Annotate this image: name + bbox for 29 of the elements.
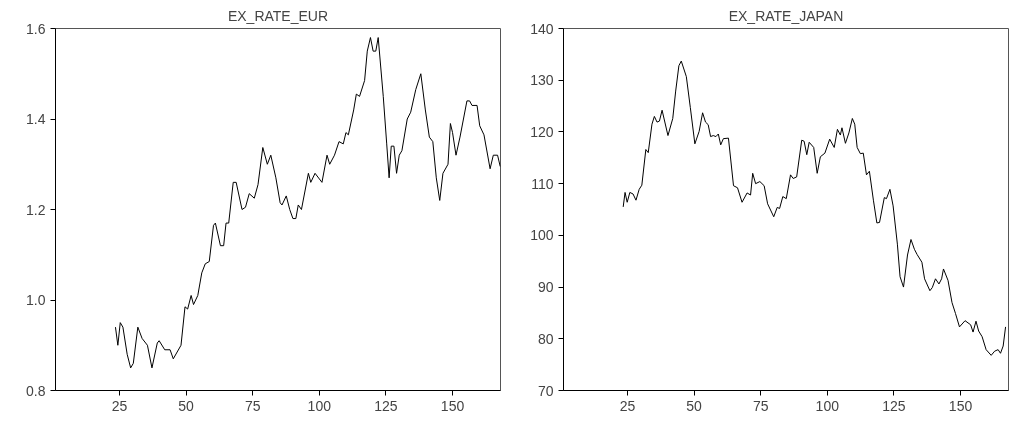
y-tick-label: 100 bbox=[530, 227, 554, 244]
x-tick-label: 125 bbox=[882, 397, 906, 414]
y-tick-label: 1.2 bbox=[26, 201, 46, 218]
x-tick-label: 25 bbox=[111, 397, 128, 414]
y-tick-label: 0.8 bbox=[26, 382, 46, 399]
chart-title: EX_RATE_JAPAN bbox=[728, 7, 844, 24]
y-tick-label: 70 bbox=[537, 382, 554, 399]
y-tick-label: 110 bbox=[531, 175, 554, 192]
x-tick-label: 75 bbox=[752, 397, 769, 414]
y-tick-label: 90 bbox=[537, 279, 554, 296]
y-tick-label: 1.4 bbox=[26, 111, 46, 127]
x-tick-label: 100 bbox=[307, 397, 332, 414]
x-tick-label: 25 bbox=[619, 397, 636, 414]
x-tick-label: 150 bbox=[948, 397, 973, 414]
y-tick-label: 140 bbox=[530, 20, 554, 37]
y-tick-label: 80 bbox=[537, 330, 554, 347]
x-tick-label: 50 bbox=[686, 397, 703, 414]
line-series bbox=[622, 60, 1007, 356]
x-tick-label: 100 bbox=[815, 397, 840, 414]
y-tick-label: 1.6 bbox=[26, 20, 46, 37]
y-tick-label: 120 bbox=[530, 123, 554, 140]
x-tick-label: 50 bbox=[178, 397, 195, 414]
y-tick-label: 130 bbox=[530, 72, 554, 89]
x-tick-label: 75 bbox=[244, 397, 261, 414]
x-tick-label: 125 bbox=[374, 397, 398, 414]
y-tick-label: 1.0 bbox=[26, 292, 46, 308]
x-tick-label: 150 bbox=[440, 397, 465, 414]
chart-title: EX_RATE_EUR bbox=[227, 7, 329, 24]
line-series bbox=[114, 37, 501, 369]
